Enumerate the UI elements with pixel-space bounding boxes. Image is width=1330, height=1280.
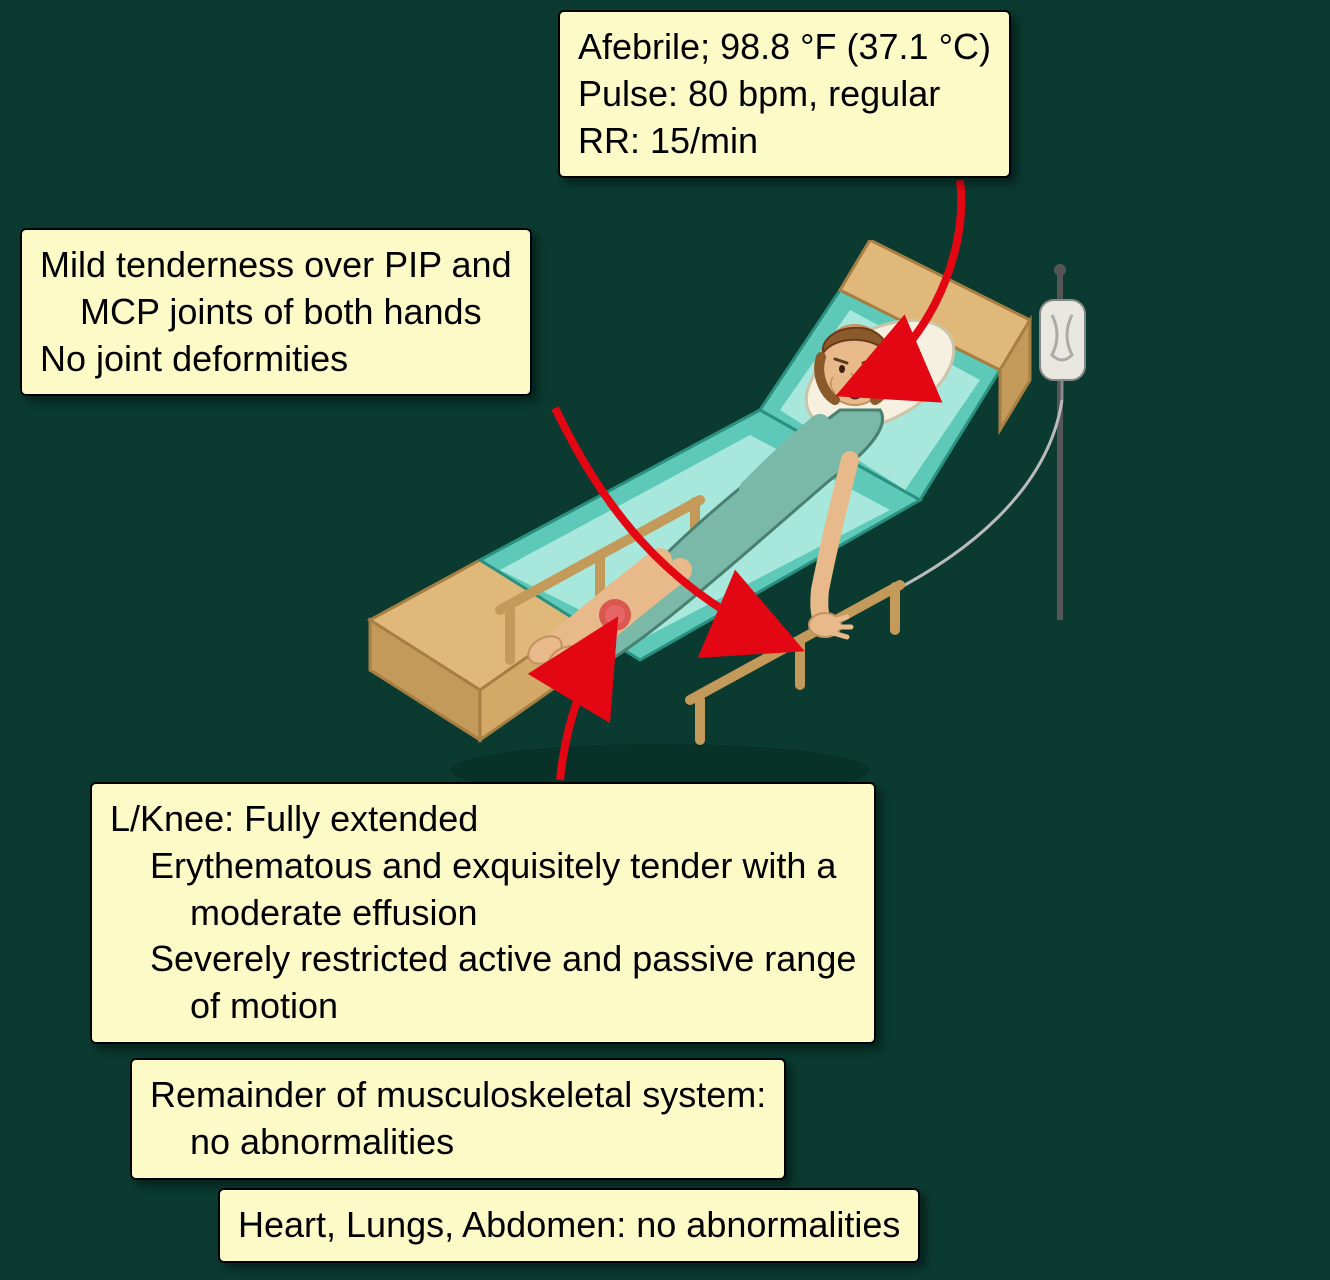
msk-line-1: Remainder of musculoskeletal system: — [150, 1074, 766, 1115]
hands-line-3: No joint deformities — [40, 338, 348, 379]
hands-line-2: MCP joints of both hands — [40, 289, 512, 336]
knee-line-4: Severely restricted active and passive r… — [110, 936, 856, 983]
callout-msk: Remainder of musculoskeletal system: no … — [130, 1058, 786, 1180]
systems-line-1: Heart, Lungs, Abdomen: no abnormalities — [238, 1204, 900, 1245]
knee-line-1: L/Knee: Fully extended — [110, 798, 478, 839]
callout-systems: Heart, Lungs, Abdomen: no abnormalities — [218, 1188, 920, 1263]
msk-line-2: no abnormalities — [150, 1119, 766, 1166]
vitals-line-3: RR: 15/min — [578, 120, 758, 161]
vitals-line-1: Afebrile; 98.8 °F (37.1 °C) — [578, 26, 991, 67]
hands-line-1: Mild tenderness over PIP and — [40, 244, 512, 285]
callout-hands: Mild tenderness over PIP and MCP joints … — [20, 228, 532, 396]
callout-knee: L/Knee: Fully extended Erythematous and … — [90, 782, 876, 1044]
knee-line-2: Erythematous and exquisitely tender with… — [110, 843, 856, 890]
vitals-line-2: Pulse: 80 bpm, regular — [578, 73, 940, 114]
callout-vitals: Afebrile; 98.8 °F (37.1 °C) Pulse: 80 bp… — [558, 10, 1011, 178]
knee-line-5: of motion — [110, 983, 856, 1030]
knee-line-3: moderate effusion — [110, 890, 856, 937]
